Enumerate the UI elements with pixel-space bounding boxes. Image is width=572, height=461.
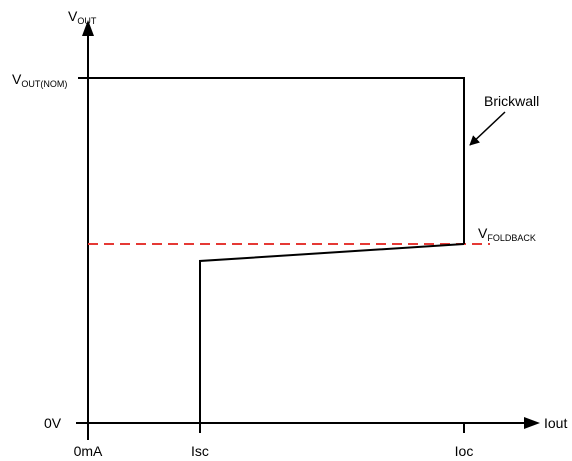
x-tick-label-ioc: Ioc (455, 443, 474, 459)
foldback-label-sub: FOLDBACK (487, 233, 536, 243)
x-axis-label: Iout (544, 415, 567, 431)
y-tick-label-nominal-main: V (12, 71, 22, 87)
y-axis-label-sub: OUT (77, 16, 97, 26)
y-tick-label-nominal: VOUT(NOM) (12, 71, 67, 89)
brickwall-curve (88, 77, 465, 244)
brickwall-label: Brickwall (484, 93, 539, 109)
foldback-curve (199, 243, 465, 423)
y-axis-label-main: V (68, 8, 78, 24)
foldback-label: VFOLDBACK (478, 225, 536, 243)
foldback-label-main: V (478, 225, 488, 241)
brickwall-pointer-arrow (469, 111, 506, 146)
x-tick-label-origin: 0mA (74, 443, 103, 459)
y-tick-label-nominal-sub: OUT(NOM) (21, 79, 67, 89)
y-tick-label-zero: 0V (44, 415, 62, 431)
x-tick-label-isc: Isc (191, 443, 209, 459)
x-axis-arrowhead (524, 417, 540, 429)
y-axis-label: VOUT (68, 8, 97, 26)
y-axis-arrowhead (82, 20, 94, 36)
